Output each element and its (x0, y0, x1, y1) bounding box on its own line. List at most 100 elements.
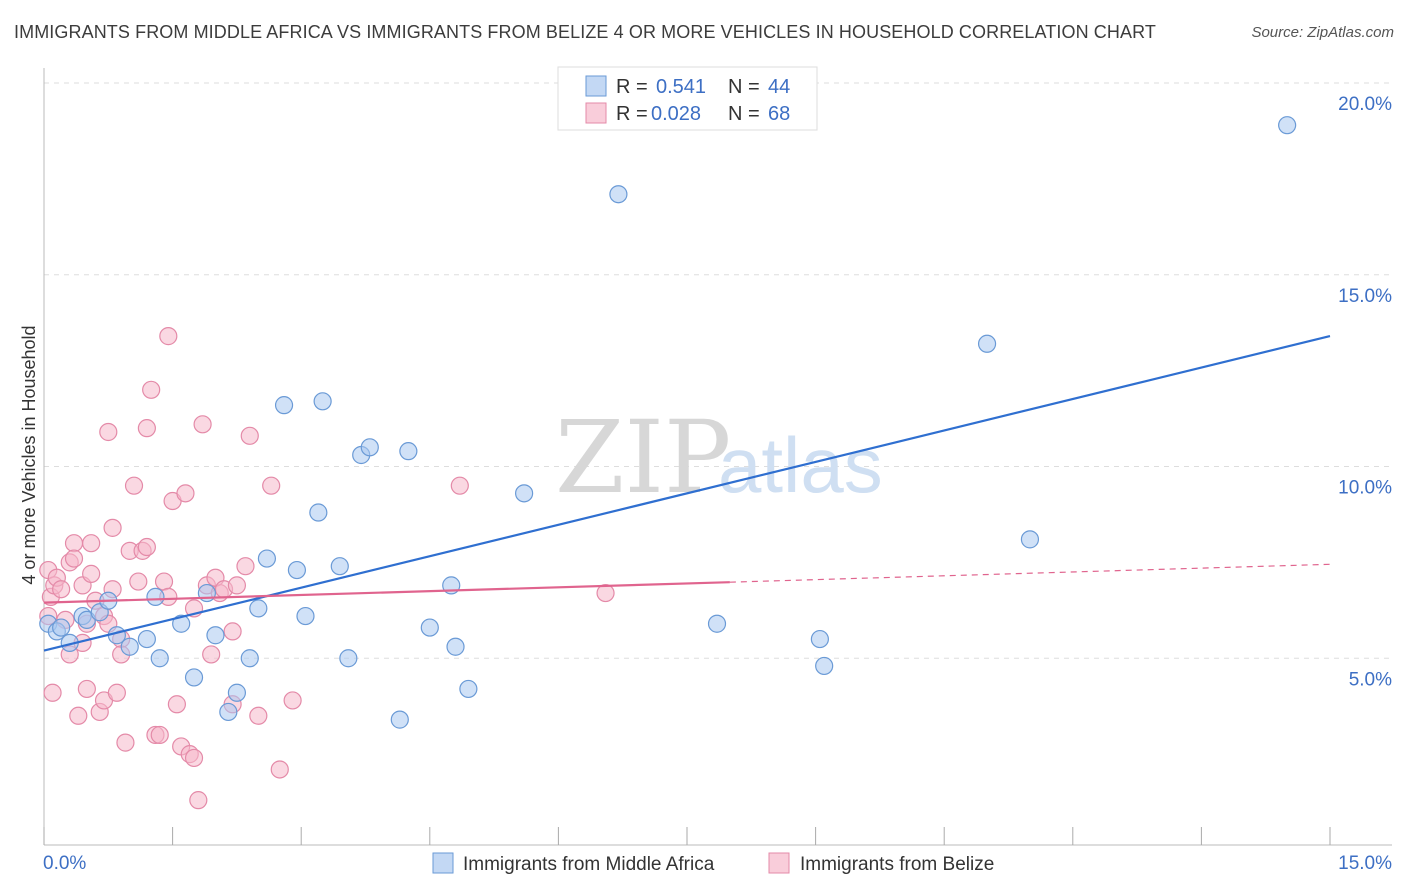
legend-n-label-pink: N = (728, 103, 760, 125)
data-point-middle-africa (150, 649, 169, 668)
data-point-middle-africa (815, 656, 834, 676)
data-point-middle-africa (52, 618, 71, 637)
trend-lines (43, 335, 1331, 652)
data-point-belize (167, 695, 186, 714)
data-point-belize (176, 484, 195, 503)
data-point-belize (103, 518, 122, 537)
legend-r-label-pink: R = (616, 103, 648, 125)
data-point-middle-africa (309, 503, 328, 522)
data-point-belize (270, 760, 289, 779)
data-point-belize (154, 572, 174, 591)
data-point-belize (262, 476, 281, 495)
data-point-middle-africa (219, 702, 238, 722)
x-tick-labels: 0.0% 15.0% (43, 853, 1392, 874)
legend-n-value-blue: 44 (768, 76, 790, 98)
data-point-belize (142, 380, 161, 399)
trend-line-belize-extension (729, 563, 1331, 583)
data-point-belize (99, 422, 118, 442)
stats-legend: R = 0.541 N = 44 R = 0.028 N = 68 (557, 66, 818, 131)
data-point-middle-africa (1278, 116, 1297, 135)
data-point-belize (129, 572, 148, 591)
data-point-middle-africa (146, 587, 165, 606)
legend-r-label-blue: R = (616, 76, 648, 98)
grid-lines (44, 82, 1392, 659)
data-point-middle-africa (707, 614, 727, 633)
data-point-belize (184, 748, 204, 768)
data-point-belize (283, 691, 302, 710)
chart-title: IMMIGRANTS FROM MIDDLE AFRICA VS IMMIGRA… (14, 22, 1156, 42)
trend-line-belize (43, 581, 730, 604)
data-point-middle-africa (137, 629, 156, 649)
series-legend: Immigrants from Middle Africa Immigrants… (432, 852, 994, 875)
data-point-middle-africa (206, 626, 225, 645)
data-point-middle-africa (240, 649, 259, 668)
data-point-belize (249, 706, 268, 725)
data-point-belize (64, 534, 84, 553)
data-point-middle-africa (810, 629, 829, 649)
x-tick-label: 0.0% (43, 853, 86, 874)
data-point-belize (189, 791, 208, 810)
data-point-belize (52, 580, 71, 599)
data-point-belize (450, 476, 469, 495)
data-point-belize (236, 557, 255, 576)
data-point-middle-africa (274, 396, 294, 415)
y-axis-title: 4 or more Vehicles in Household (19, 325, 39, 584)
data-point-belize (116, 733, 135, 752)
data-point-belize (124, 476, 144, 495)
data-point-belize (223, 622, 242, 641)
data-point-belize (193, 415, 212, 434)
series-legend-label-blue: Immigrants from Middle Africa (463, 854, 715, 875)
data-point-middle-africa (399, 442, 418, 461)
data-point-middle-africa (977, 334, 997, 353)
data-point-belize (227, 576, 246, 595)
data-point-middle-africa (249, 599, 268, 618)
data-point-middle-africa (459, 679, 478, 699)
data-point-middle-africa (227, 683, 246, 702)
data-point-middle-africa (313, 392, 332, 411)
data-point-belize (107, 683, 126, 702)
series-legend-swatch-blue (432, 852, 454, 874)
data-point-belize (77, 679, 96, 699)
y-tick-label: 10.0% (1338, 478, 1392, 499)
legend-swatch-pink (585, 102, 607, 124)
legend-n-value-pink: 68 (768, 103, 790, 125)
watermark-zip: ZIP (555, 399, 731, 516)
series-legend-label-pink: Immigrants from Belize (800, 854, 994, 875)
data-point-middle-africa (296, 606, 315, 626)
y-tick-label: 20.0% (1338, 94, 1392, 115)
trend-line-middle-africa (43, 335, 1331, 652)
legend-r-value-blue: 0.541 (656, 76, 706, 98)
data-point-belize (137, 419, 156, 438)
source-credit: Source: ZipAtlas.com (1251, 24, 1394, 41)
data-point-middle-africa (184, 668, 204, 687)
data-point-middle-africa (420, 618, 439, 637)
axes (43, 68, 1392, 846)
legend-swatch-blue (585, 75, 607, 97)
y-tick-label: 15.0% (1338, 286, 1392, 307)
data-point-belize (64, 549, 84, 568)
data-point-belize (159, 327, 178, 346)
data-point-belize (596, 583, 615, 603)
data-point-belize (69, 706, 88, 725)
data-point-middle-africa (609, 185, 628, 204)
data-point-belize (82, 534, 101, 553)
data-point-middle-africa (515, 484, 534, 503)
data-point-belize (150, 725, 169, 745)
data-point-middle-africa (172, 614, 191, 633)
series-legend-swatch-pink (768, 852, 790, 874)
data-point-belize (202, 645, 221, 664)
data-point-middle-africa (339, 649, 358, 668)
data-point-middle-africa (330, 557, 349, 576)
data-point-middle-africa (287, 560, 307, 580)
data-point-middle-africa (257, 549, 277, 568)
legend-n-label-blue: N = (728, 76, 760, 98)
x-tick-label: 15.0% (1338, 853, 1392, 874)
data-point-middle-africa (390, 710, 409, 729)
data-point-belize (240, 426, 259, 445)
data-point-belize (43, 683, 62, 702)
data-point-middle-africa (360, 438, 379, 457)
data-point-middle-africa (446, 637, 465, 656)
data-point-middle-africa (120, 637, 139, 656)
data-point-belize (82, 564, 101, 583)
